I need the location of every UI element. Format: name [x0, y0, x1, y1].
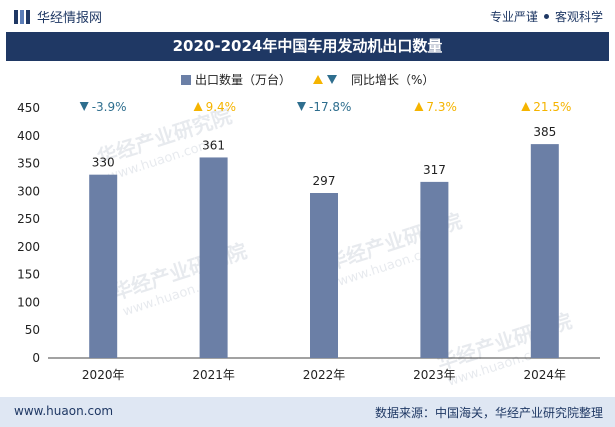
footer-source: 数据来源：中国海关，华经产业研究院整理 — [374, 406, 603, 420]
x-tick-label: 2024年 — [524, 368, 567, 382]
legend-label-growth: 同比增长（%） — [351, 73, 434, 87]
bar-2021年 — [199, 157, 228, 358]
growth-label: 7.3% — [426, 100, 457, 114]
legend-down-triangle-icon — [327, 75, 337, 84]
growth-label: 21.5% — [533, 100, 571, 114]
tagline-left: 专业严谨 — [489, 10, 538, 24]
growth-label: -3.9% — [92, 100, 127, 114]
chart-axes: 0 50 100 150 200 250 300 350 400 450 — [17, 101, 600, 365]
bar-2024年 — [530, 144, 559, 358]
bar-value-label: 385 — [533, 125, 556, 139]
bar-value-label: 330 — [92, 156, 115, 170]
brand-logo-icon — [14, 9, 30, 24]
chart-legend: 出口数量（万台） 同比增长（%） — [181, 72, 434, 87]
growth-up-triangle-icon — [414, 102, 424, 111]
x-tick-label: 2021年 — [192, 368, 235, 382]
y-tick-label: 150 — [17, 268, 40, 282]
chart-bars — [89, 144, 559, 358]
y-tick-label: 200 — [17, 240, 40, 254]
legend-up-triangle-icon — [313, 75, 323, 84]
tagline-right: 客观科学 — [554, 10, 603, 24]
y-tick-label: 450 — [17, 101, 40, 115]
x-tick-label: 2023年 — [413, 368, 456, 382]
bar-value-label: 317 — [423, 163, 446, 177]
growth-up-triangle-icon — [193, 102, 203, 111]
y-tick-label: 350 — [17, 157, 40, 171]
bar-2022年 — [310, 193, 338, 358]
growth-label: -17.8% — [309, 100, 351, 114]
footer-site: www.huaon.com — [14, 404, 114, 418]
bar-value-label: 361 — [202, 138, 225, 152]
chart-title: 2020-2024年中国车用发动机出口数量 — [6, 32, 609, 61]
x-tick-label: 2022年 — [303, 368, 346, 382]
brand-name: 华经情报网 — [37, 11, 103, 26]
y-tick-label: 400 — [17, 129, 40, 143]
top-bar: 华经情报网 专业严谨 客观科学 — [0, 0, 615, 30]
chart-labels: 330 2020年 -3.9% 361 2021年 9.4% 297 2022年 -17.8% 3… — [79, 100, 571, 382]
legend-swatch-export — [181, 75, 191, 85]
growth-label: 9.4% — [206, 100, 237, 114]
bar-2020年 — [89, 174, 118, 358]
bar-chart: 华经产业研究院www.huaon.com华经产业研究院www.huaon.com… — [17, 72, 600, 390]
x-tick-label: 2020年 — [82, 368, 125, 382]
growth-down-triangle-icon — [79, 102, 89, 111]
bullet-icon — [543, 14, 549, 19]
y-tick-label: 250 — [17, 212, 40, 226]
bar-value-label: 297 — [313, 174, 336, 188]
footer: www.huaon.com 数据来源：中国海关，华经产业研究院整理 — [0, 397, 615, 427]
brand: 华经情报网 — [14, 7, 102, 26]
y-tick-label: 0 — [32, 351, 40, 365]
bar-2023年 — [420, 181, 449, 358]
y-tick-label: 300 — [17, 184, 40, 198]
growth-down-triangle-icon — [297, 102, 306, 111]
y-tick-label: 100 — [17, 295, 40, 309]
growth-up-triangle-icon — [521, 102, 531, 111]
tagline: 专业严谨 客观科学 — [490, 8, 603, 25]
y-tick-label: 50 — [25, 323, 40, 337]
legend-label-export: 出口数量（万台） — [195, 72, 291, 87]
